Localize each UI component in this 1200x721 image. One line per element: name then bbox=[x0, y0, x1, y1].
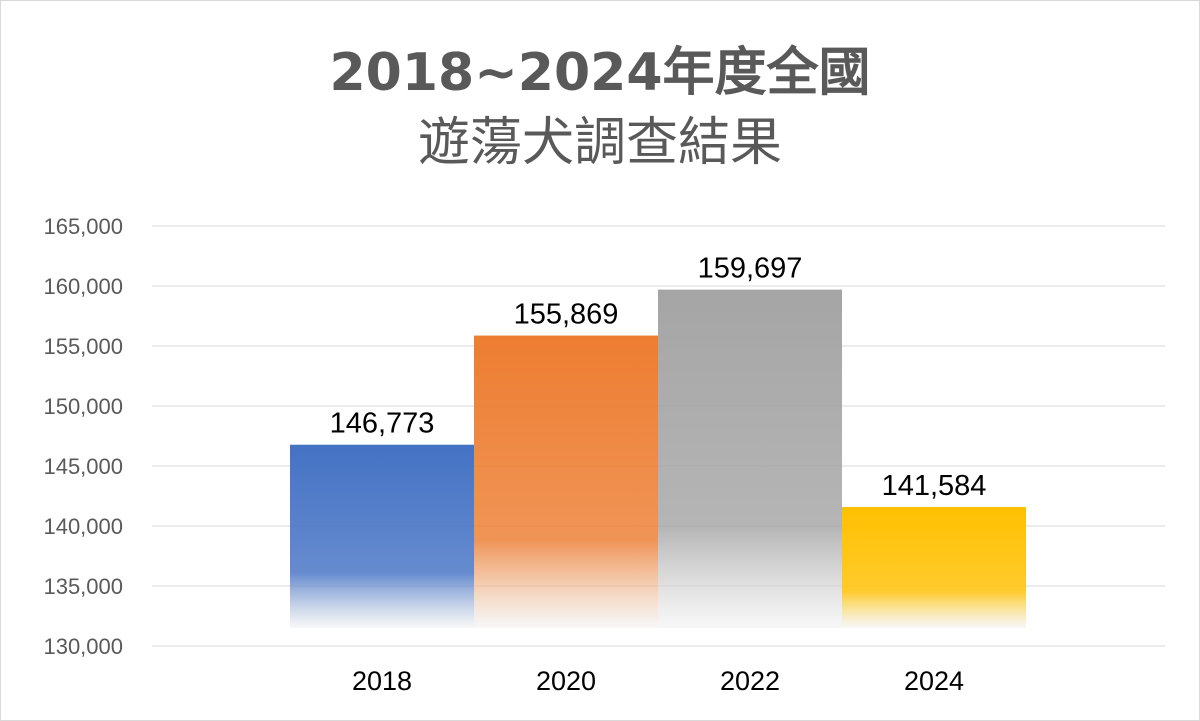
data-label-2020: 155,869 bbox=[514, 299, 619, 331]
bar-2024 bbox=[842, 506, 1026, 628]
y-tick-label: 165,000 bbox=[43, 214, 123, 239]
data-label-2018: 146,773 bbox=[330, 408, 435, 440]
bar-2022 bbox=[658, 289, 842, 628]
y-tick-label: 160,000 bbox=[43, 274, 123, 299]
x-axis-categories: 2018 2020 2022 2024 bbox=[352, 666, 964, 696]
y-tick-label: 155,000 bbox=[43, 334, 123, 359]
x-category-2024: 2024 bbox=[904, 666, 964, 696]
y-tick-label: 130,000 bbox=[43, 634, 123, 659]
data-label-2024: 141,584 bbox=[882, 470, 987, 502]
x-category-2020: 2020 bbox=[536, 666, 596, 696]
bar-2018 bbox=[290, 444, 474, 628]
y-axis-ticks: 130,000 135,000 140,000 145,000 150,000 155,0… bbox=[43, 214, 123, 659]
chart-title-line-2: 遊蕩犬調查結果 bbox=[417, 113, 782, 173]
x-category-2018: 2018 bbox=[352, 666, 412, 696]
y-tick-label: 145,000 bbox=[43, 454, 123, 479]
bars bbox=[290, 289, 1026, 628]
data-labels: 146,773 155,869 159,697 141,584 bbox=[330, 253, 987, 502]
x-category-2022: 2022 bbox=[720, 666, 780, 696]
y-tick-label: 135,000 bbox=[43, 574, 123, 599]
y-tick-label: 150,000 bbox=[43, 394, 123, 419]
chart-title-line-1: 2018~2024年度全國 bbox=[329, 43, 871, 103]
chart-title: 2018~2024年度全國 遊蕩犬調查結果 bbox=[0, 38, 1200, 178]
y-tick-label: 140,000 bbox=[43, 514, 123, 539]
bar-2020 bbox=[474, 335, 658, 628]
data-label-2022: 159,697 bbox=[698, 253, 803, 285]
